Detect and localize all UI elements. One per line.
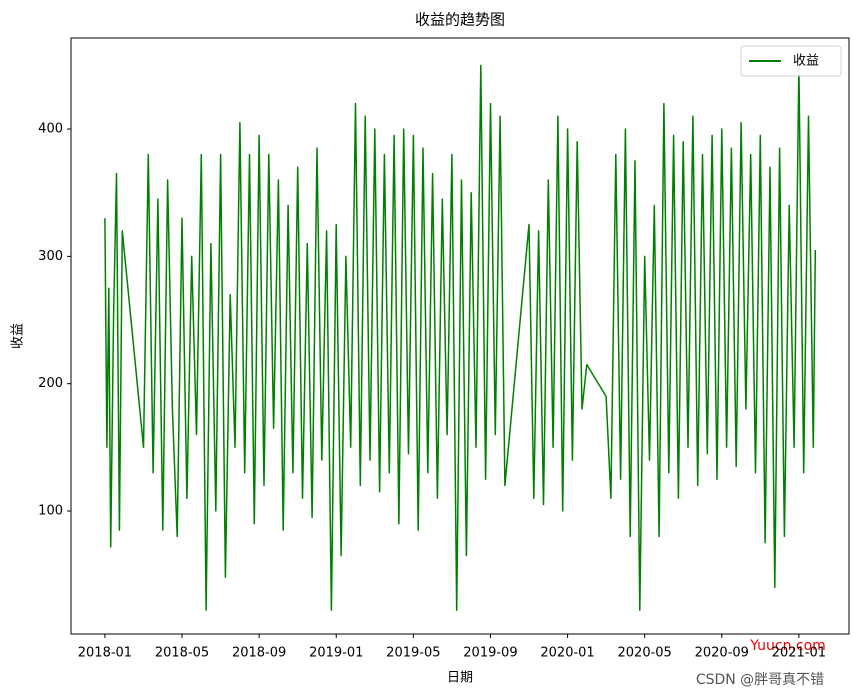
chart-title: 收益的趋势图 xyxy=(415,11,505,29)
data-line xyxy=(104,64,817,612)
y-tick-label: 100 xyxy=(38,504,63,519)
x-tick-label: 2020-01 xyxy=(540,646,594,661)
x-tick-label: 2020-09 xyxy=(695,646,749,661)
y-axis-label: 收益 xyxy=(11,323,26,349)
x-tick-label: 2019-09 xyxy=(463,646,517,661)
x-axis-label: 日期 xyxy=(447,671,473,686)
x-tick-label: 2018-05 xyxy=(155,646,209,661)
plot-frame xyxy=(70,37,850,635)
watermark: Yuucn.com xyxy=(749,638,826,654)
x-tick-label: 2020-05 xyxy=(618,646,672,661)
watermark: CSDN @胖哥真不错 xyxy=(696,672,824,688)
x-tick-label: 2019-01 xyxy=(309,646,363,661)
y-tick-label: 400 xyxy=(38,122,63,137)
y-tick-label: 300 xyxy=(38,249,63,264)
legend-label: 收益 xyxy=(793,54,819,69)
legend-box xyxy=(740,45,842,77)
x-tick-label: 2021-01 xyxy=(772,646,826,661)
x-tick-label: 2018-01 xyxy=(78,646,132,661)
x-tick-label: 2018-09 xyxy=(232,646,286,661)
y-tick-label: 200 xyxy=(38,376,63,391)
x-tick-label: 2019-05 xyxy=(386,646,440,661)
